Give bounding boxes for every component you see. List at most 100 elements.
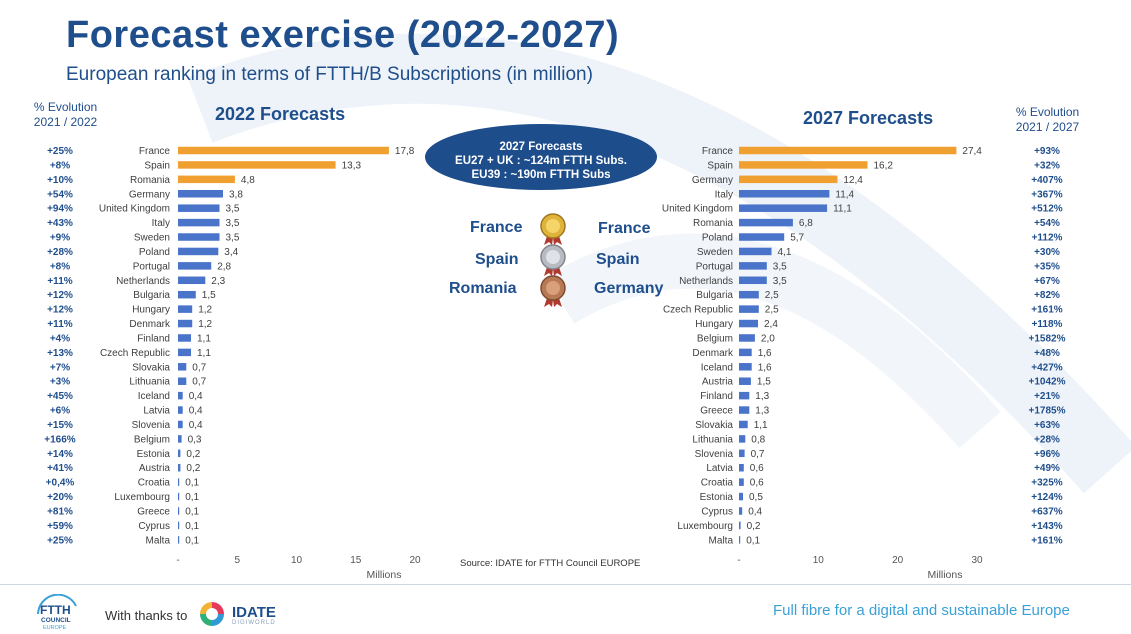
left-category-label: Bulgaria bbox=[133, 290, 170, 301]
idate-logo-subtext: DIGIWORLD bbox=[232, 620, 276, 626]
left-bar-finland bbox=[178, 334, 191, 342]
right-bar-united-kingdom bbox=[739, 204, 828, 212]
right-category-label: Sweden bbox=[697, 247, 733, 258]
right-evolution-value: +96% bbox=[1034, 449, 1060, 460]
right-value-label: 2,0 bbox=[761, 333, 775, 344]
right-evolution-value: +63% bbox=[1034, 420, 1060, 431]
ranking-left-2: Spain bbox=[475, 251, 519, 268]
right-value-label: 1,6 bbox=[758, 348, 772, 359]
forecast-summary-bubble: 2027 Forecasts EU27 + UK : ~124m FTTH Su… bbox=[425, 124, 657, 190]
left-evolution-value: +9% bbox=[50, 233, 70, 244]
left-category-label: Luxembourg bbox=[114, 492, 170, 503]
left-evolution-value: +4% bbox=[50, 333, 70, 344]
right-bar-greece bbox=[739, 406, 750, 414]
left-value-label: 3,8 bbox=[229, 189, 243, 200]
left-x-tick-label: 15 bbox=[350, 555, 362, 566]
left-category-label: Iceland bbox=[138, 391, 170, 402]
left-bar-luxembourg bbox=[178, 492, 180, 501]
idate-logo-icon bbox=[200, 602, 224, 626]
footer-tagline: Full fibre for a digital and sustainable… bbox=[773, 602, 1070, 619]
right-value-label: 0,7 bbox=[751, 449, 765, 460]
left-value-label: 2,8 bbox=[217, 261, 231, 272]
right-evolution-value: +21% bbox=[1034, 391, 1060, 402]
right-evolution-header-line2: 2021 / 2027 bbox=[1015, 120, 1080, 134]
right-value-label: 4,1 bbox=[778, 247, 792, 258]
left-evolution-value: +20% bbox=[47, 492, 73, 503]
left-evolution-value: +11% bbox=[47, 276, 72, 287]
right-value-label: 11,1 bbox=[833, 204, 852, 215]
right-x-tick-label: 20 bbox=[892, 555, 904, 566]
right-category-label: Belgium bbox=[697, 333, 733, 344]
left-category-label: Malta bbox=[146, 535, 171, 546]
right-evolution-value: +30% bbox=[1034, 247, 1060, 258]
left-bar-germany bbox=[178, 190, 223, 198]
right-value-label: 0,6 bbox=[750, 463, 764, 474]
left-evolution-value: +0,4% bbox=[46, 478, 75, 489]
left-category-label: Lithuania bbox=[129, 377, 170, 388]
right-value-label: 5,7 bbox=[790, 233, 804, 244]
right-category-label: Germany bbox=[692, 175, 733, 186]
left-value-label: 3,5 bbox=[226, 204, 240, 215]
right-value-label: 0,8 bbox=[751, 434, 765, 445]
left-value-label: 0,1 bbox=[185, 507, 199, 518]
left-evolution-value: +3% bbox=[50, 377, 70, 388]
left-bar-iceland bbox=[178, 391, 183, 400]
left-bar-latvia bbox=[178, 406, 183, 414]
right-value-label: 2,5 bbox=[765, 290, 779, 301]
left-bar-greece bbox=[178, 507, 180, 515]
left-evolution-value: +13% bbox=[47, 348, 73, 359]
right-category-label: Hungary bbox=[695, 319, 733, 330]
left-evolution-value: +81% bbox=[47, 507, 73, 518]
left-evolution-value: +12% bbox=[47, 305, 73, 316]
left-bar-austria bbox=[178, 463, 181, 472]
right-evolution-value: +367% bbox=[1031, 189, 1063, 200]
left-category-label: Netherlands bbox=[116, 276, 170, 287]
right-evolution-value: +161% bbox=[1031, 305, 1063, 316]
right-category-label: Croatia bbox=[701, 478, 734, 489]
left-category-label: Romania bbox=[130, 175, 170, 186]
left-category-label: Cyprus bbox=[138, 521, 170, 532]
left-category-label: Denmark bbox=[129, 319, 171, 330]
left-bar-romania bbox=[178, 175, 235, 184]
left-value-label: 0,7 bbox=[192, 377, 206, 388]
right-category-label: Romania bbox=[693, 218, 733, 229]
left-value-label: 0,2 bbox=[186, 449, 200, 460]
left-x-tick-label: 20 bbox=[409, 555, 421, 566]
left-category-label: Germany bbox=[129, 189, 170, 200]
right-evolution-value: +35% bbox=[1034, 261, 1060, 272]
left-category-label: Czech Republic bbox=[100, 348, 170, 359]
right-evolution-value: +28% bbox=[1034, 434, 1060, 445]
right-category-label: Malta bbox=[709, 535, 734, 546]
left-evolution-value: +41% bbox=[47, 463, 73, 474]
right-category-label: Lithuania bbox=[692, 434, 733, 445]
left-x-axis-title: Millions bbox=[366, 569, 401, 581]
right-value-label: 11,4 bbox=[835, 189, 854, 200]
right-category-label: France bbox=[702, 146, 734, 157]
left-category-label: Latvia bbox=[143, 406, 170, 417]
right-evolution-value: +161% bbox=[1031, 535, 1063, 546]
right-bar-czech-republic bbox=[739, 305, 759, 313]
right-value-label: 2,4 bbox=[764, 319, 778, 330]
left-value-label: 0,1 bbox=[185, 478, 199, 489]
right-bar-croatia bbox=[739, 478, 744, 486]
left-value-label: 3,5 bbox=[226, 218, 240, 229]
right-bar-malta bbox=[739, 536, 741, 544]
right-value-label: 6,8 bbox=[799, 218, 813, 229]
left-evolution-value: +15% bbox=[47, 420, 73, 431]
right-x-tick-label: 30 bbox=[971, 555, 983, 566]
right-category-label: Finland bbox=[700, 391, 733, 402]
right-category-label: Estonia bbox=[700, 492, 734, 503]
left-value-label: 0,3 bbox=[188, 434, 202, 445]
left-value-label: 1,2 bbox=[198, 305, 212, 316]
right-category-label: Czech Republic bbox=[663, 305, 733, 316]
left-category-label: Austria bbox=[139, 463, 171, 474]
left-category-label: Croatia bbox=[138, 478, 171, 489]
ftth-council-logo: FTTH COUNCIL EUROPE bbox=[37, 594, 77, 631]
right-value-label: 1,3 bbox=[755, 391, 769, 402]
right-category-label: Bulgaria bbox=[696, 290, 733, 301]
left-x-tick-label: 5 bbox=[235, 555, 241, 566]
right-category-label: Netherlands bbox=[679, 276, 733, 287]
left-bar-netherlands bbox=[178, 276, 206, 285]
thanks-text: With thanks to bbox=[105, 608, 188, 623]
